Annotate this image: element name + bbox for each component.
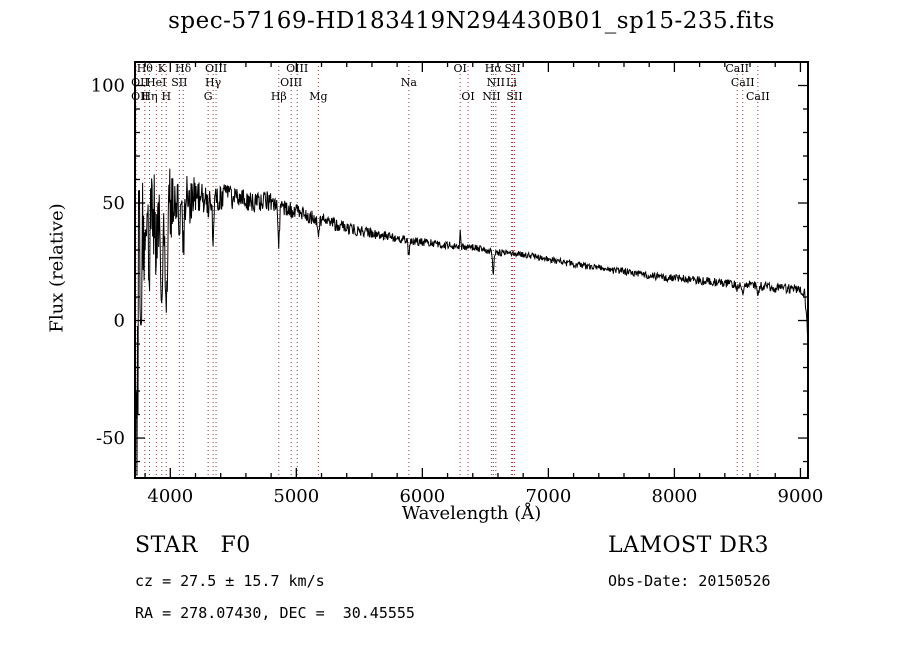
object-class-label: STAR F0 [135,533,251,558]
spectral-line-label: OII [131,76,149,89]
spectral-line-label: NII [487,76,505,89]
spectral-line-label: Li [506,76,517,89]
spectral-line-label: HeI [146,76,166,89]
y-axis-tick-label: 0 [114,311,125,332]
obs-date-label: Obs-Date: 20150526 [608,572,771,590]
spectral-line-label: SII [504,62,520,75]
spectral-line-label: CaII [731,76,755,89]
spectral-line-label: OI [453,62,466,75]
spectral-line-label: OIII [205,62,227,75]
spectral-line-label: Hβ [271,90,287,103]
spectral-line-label: G [204,90,213,103]
x-axis-tick-label: 4000 [147,486,193,507]
spectral-line-label: Na [401,76,418,89]
x-axis-tick-label: 7000 [525,486,571,507]
spectral-line-label: Hγ [205,76,222,89]
y-axis-tick-label: 100 [91,76,125,97]
y-axis-tick-label: 50 [102,193,125,214]
survey-release-label: LAMOST DR3 [608,533,769,558]
spectral-line-label: NII [482,90,500,103]
spectral-line-label: H [161,90,171,103]
x-axis-label: Wavelength (Å) [401,503,542,524]
spectral-line-label: Hα [485,62,503,75]
spectral-line-label: CaII [725,62,749,75]
plot-title: spec-57169-HD183419N294430B01_sp15-235.f… [168,8,775,34]
spectrum-trace [134,168,809,476]
x-axis-tick-label: 5000 [273,486,319,507]
y-axis-tick-label: -50 [96,428,125,449]
spectral-line-label: OII [131,90,149,103]
spectral-line-label: Hη [141,90,157,103]
spectral-line-label: OIII [286,62,308,75]
plot-frame [134,61,809,479]
spectral-line-label: OI [461,90,474,103]
spectral-line-label: Hθ [137,62,154,75]
spectral-line-label: Hδ [175,62,192,75]
cz-velocity-label: cz = 27.5 ± 15.7 km/s [135,572,325,590]
x-axis-tick-label: 6000 [399,486,445,507]
y-axis-label: Flux (relative) [46,203,68,333]
spectral-line-label: SII [171,76,187,89]
ra-dec-label: RA = 278.07430, DEC = 30.45555 [135,604,415,622]
x-axis-tick-label: 8000 [652,486,698,507]
spectral-line-label: OIII [280,76,302,89]
x-axis-tick-label: 9000 [778,486,824,507]
spectral-line-label: K [158,62,167,75]
spectral-line-label: SII [506,90,522,103]
spectral-line-label: Mg [309,90,327,103]
spectral-line-label: CaII [746,90,770,103]
